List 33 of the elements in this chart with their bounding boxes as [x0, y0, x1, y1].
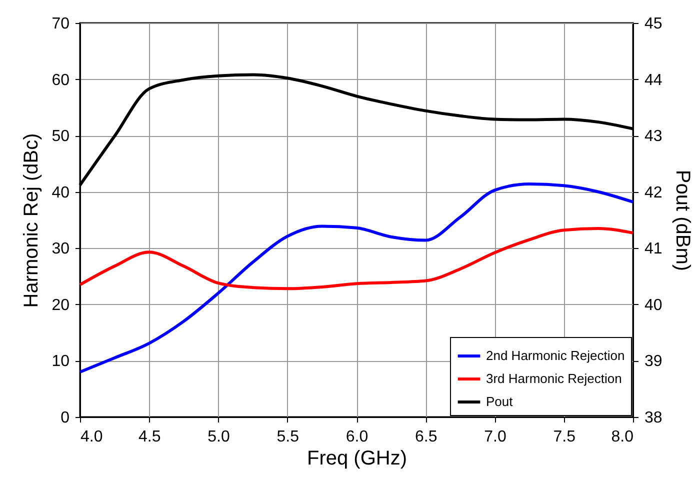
- legend-label: Pout: [486, 394, 514, 409]
- y2-tick-label: 41: [644, 240, 662, 258]
- x-tick-label: 4.0: [80, 428, 103, 446]
- x-tick-label: 5.5: [276, 428, 300, 446]
- x-tick-label: 6.0: [346, 428, 368, 446]
- x-tick-label: 5.0: [208, 428, 230, 446]
- x-tick-label: 8.0: [611, 428, 634, 446]
- x-tick-label: 7.5: [553, 428, 576, 446]
- y-tick-label: 10: [52, 353, 70, 370]
- y-axis-title: Harmonic Rej (dBc): [20, 133, 43, 308]
- legend-label: 3rd Harmonic Rejection: [486, 371, 622, 386]
- y2-axis-title: Pout (dBm): [671, 170, 694, 272]
- x-axis-title: Freq (GHz): [307, 448, 407, 470]
- y-tick-label: 70: [52, 16, 70, 32]
- line-series: [78, 182, 634, 374]
- y-tick-label: 20: [52, 296, 70, 314]
- x-tick-label: 4.5: [138, 428, 161, 446]
- y2-tick-label: 42: [644, 184, 662, 202]
- y2-tick-label: 43: [644, 128, 662, 146]
- y2-tick-label: 38: [644, 410, 662, 426]
- y-tick-label: 0: [60, 410, 70, 426]
- y-tick-label: 30: [52, 240, 70, 258]
- y2-tick-label: 44: [644, 72, 662, 89]
- y2-tick-label: 40: [644, 296, 662, 314]
- x-tick-label: 6.5: [415, 428, 438, 446]
- y-tick-label: 40: [52, 184, 70, 202]
- legend-label: 2nd Harmonic Rejection: [486, 348, 625, 363]
- y-tick-label: 60: [52, 72, 70, 89]
- y-tick-label: 50: [52, 128, 70, 146]
- y2-tick-label: 45: [644, 16, 662, 32]
- line-series: [78, 226, 634, 290]
- x-tick-label: 7.0: [484, 428, 506, 446]
- y2-tick-label: 39: [644, 353, 662, 370]
